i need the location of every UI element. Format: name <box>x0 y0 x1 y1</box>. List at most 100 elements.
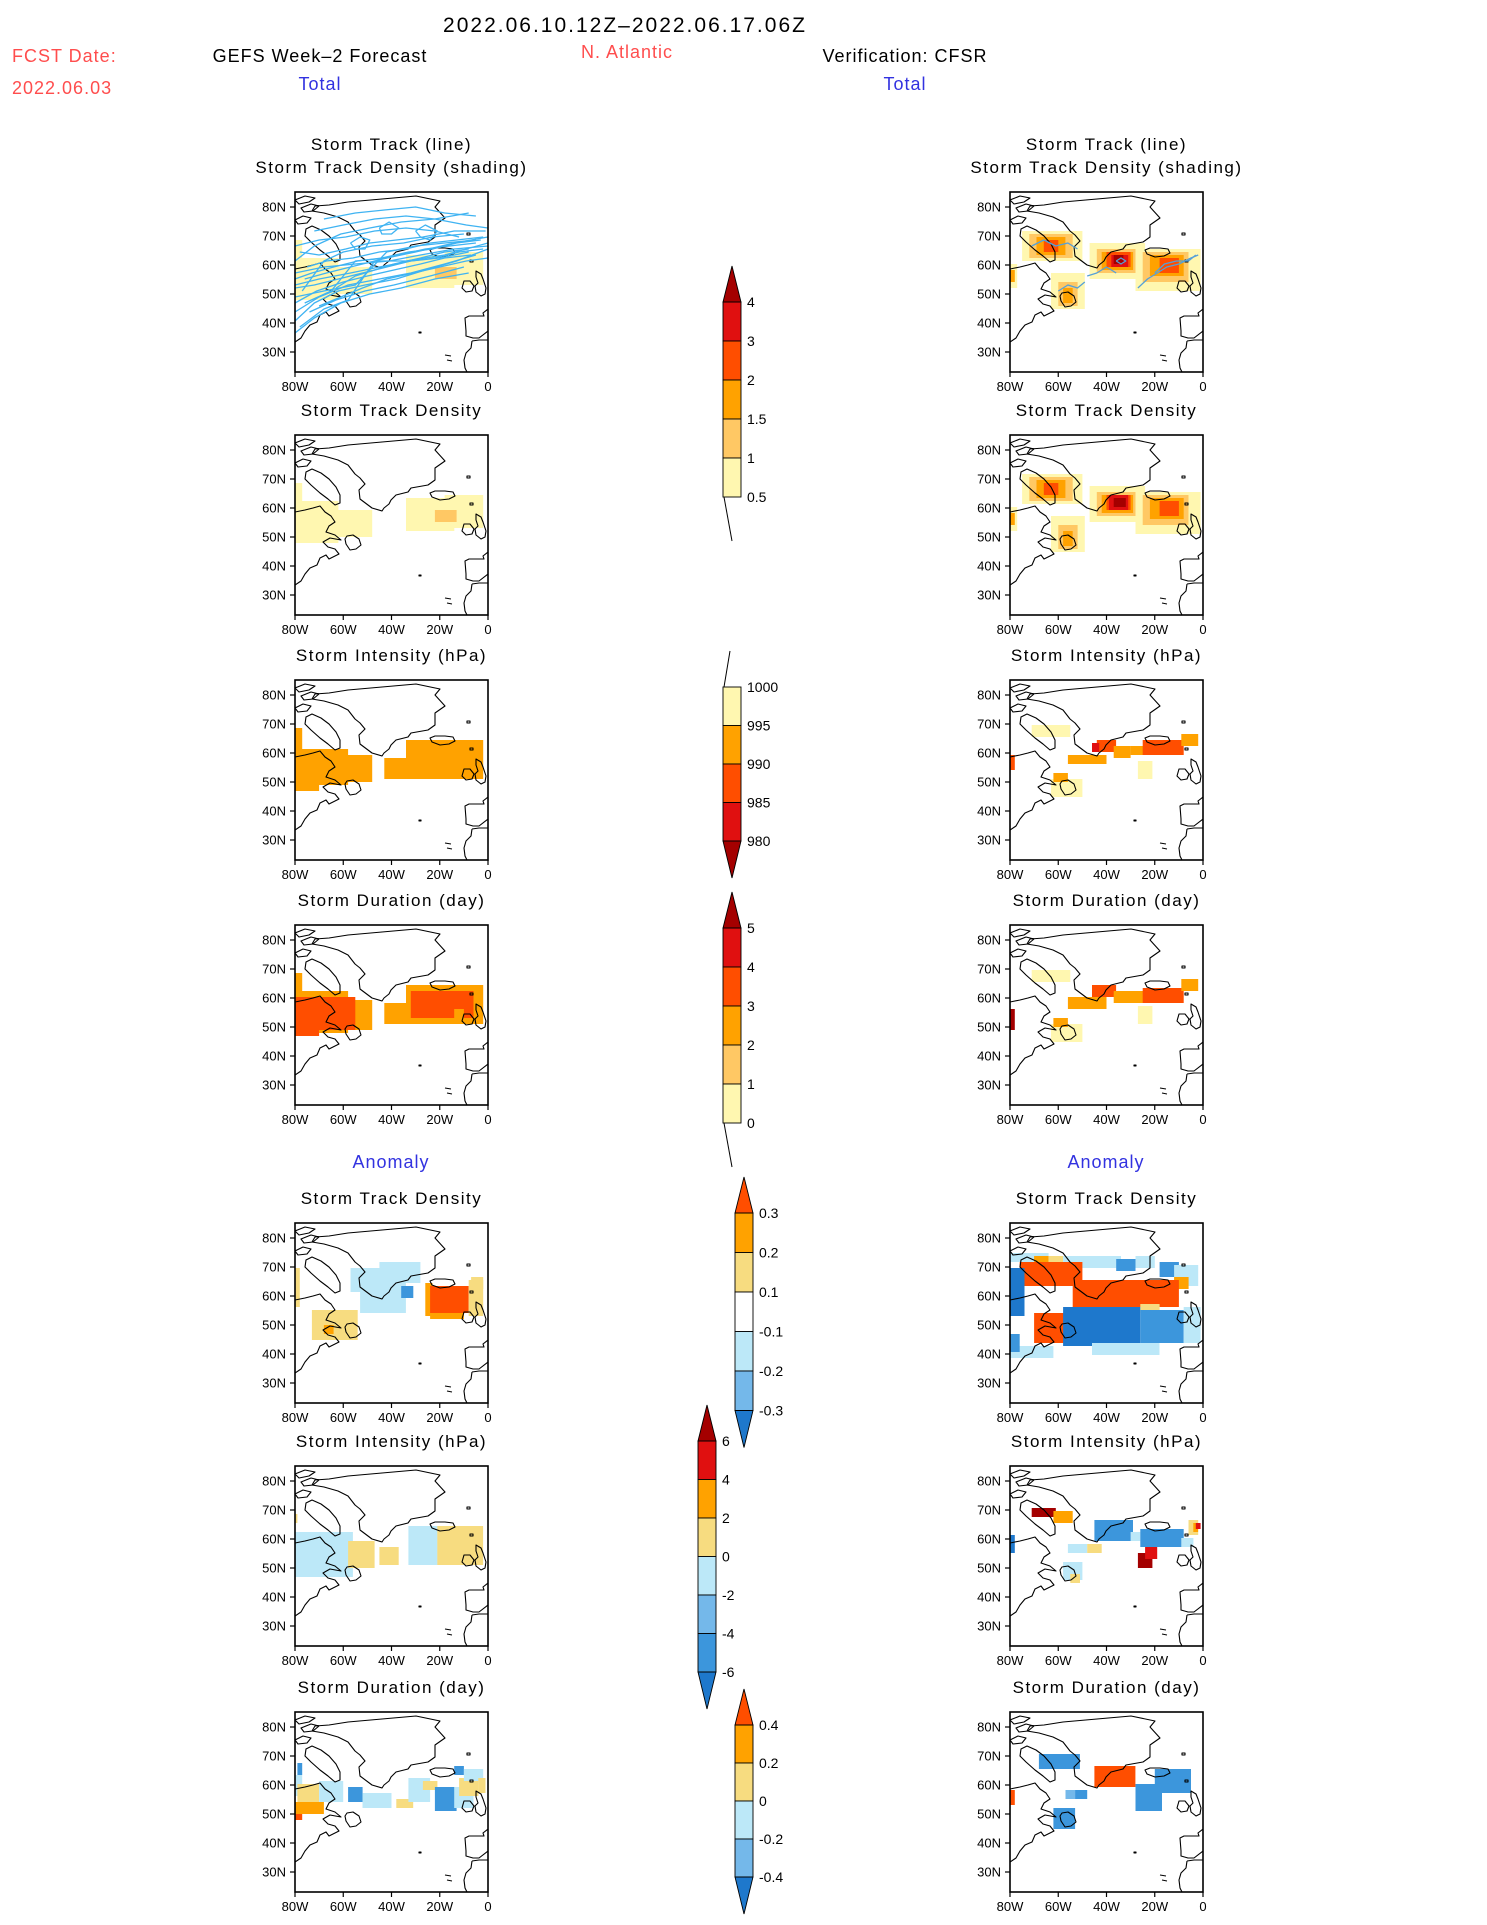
svg-text:40W: 40W <box>1093 1899 1120 1914</box>
svg-text:80W: 80W <box>997 1653 1024 1668</box>
colorbar-label-total-intensity-scale-980: 980 <box>747 833 771 849</box>
svg-text:60N: 60N <box>977 1532 1001 1547</box>
colorbar-total-duration-scale: 5 4 3 2 1 0 <box>722 891 755 1168</box>
svg-text:30N: 30N <box>262 345 286 360</box>
map-panel-gefs-density-anom: 80N 70N 60N 50N 40N 30N 80W 60W 40W 20W 0 <box>262 1222 492 1425</box>
lon-axis-cfsr-track: 80W 60W 40W 20W 0 <box>997 372 1207 394</box>
lat-axis-cfsr-density: 80N 70N 60N 50N 40N 30N <box>977 443 1010 603</box>
panel-title-cfsr-duration: Storm Duration (day) <box>1012 891 1201 910</box>
colorbar-label-anomaly-duration-scale-0: 0 <box>759 1793 767 1809</box>
map-panel-gefs-intensity: 80N 70N 60N 50N 40N 30N 80W 60W 40W 20W 0 <box>262 679 492 882</box>
shading-layer-gefs-density <box>295 483 484 543</box>
svg-text:60N: 60N <box>262 1289 286 1304</box>
svg-text:40N: 40N <box>262 559 286 574</box>
colorbar-label-total-duration-scale-5: 5 <box>747 920 755 936</box>
svg-text:30N: 30N <box>977 345 1001 360</box>
colorbar-label-anomaly-intensity-scale-4: 4 <box>722 1472 730 1488</box>
svg-text:50N: 50N <box>977 287 1001 302</box>
svg-text:50N: 50N <box>262 1020 286 1035</box>
colorbar-label-anomaly-density-scale--0.3: -0.3 <box>759 1403 783 1419</box>
svg-text:80N: 80N <box>262 1720 286 1735</box>
map-panel-gefs-duration: 80N 70N 60N 50N 40N 30N 80W 60W 40W 20W 0 <box>262 924 492 1127</box>
svg-text:40N: 40N <box>262 1049 286 1064</box>
svg-text:20W: 20W <box>1141 1112 1168 1127</box>
svg-text:70N: 70N <box>977 1260 1001 1275</box>
shading-layer-gefs-duration-anom <box>295 1763 486 1820</box>
svg-text:80W: 80W <box>997 622 1024 637</box>
svg-text:80N: 80N <box>262 688 286 703</box>
colorbar-label-total-duration-scale-3: 3 <box>747 998 755 1014</box>
svg-text:20W: 20W <box>1141 867 1168 882</box>
svg-text:70N: 70N <box>977 1503 1001 1518</box>
svg-text:60W: 60W <box>1045 1899 1072 1914</box>
svg-text:60W: 60W <box>330 622 357 637</box>
map-panel-cfsr-duration: 80N 70N 60N 50N 40N 30N 80W 60W 40W 20W 0 <box>977 924 1207 1127</box>
svg-text:0: 0 <box>484 1112 491 1127</box>
svg-text:80N: 80N <box>977 1474 1001 1489</box>
svg-text:40W: 40W <box>1093 379 1120 394</box>
svg-text:30N: 30N <box>977 1865 1001 1880</box>
right-total-label: Total <box>883 74 927 94</box>
colorbar-label-total-duration-scale-4: 4 <box>747 959 755 975</box>
svg-text:0: 0 <box>484 1899 491 1914</box>
svg-text:70N: 70N <box>977 472 1001 487</box>
map-panel-cfsr-intensity-anom: 80N 70N 60N 50N 40N 30N 80W 60W 40W 20W 0 <box>977 1465 1207 1668</box>
shading-layer-cfsr-density-anom <box>1010 1253 1201 1358</box>
svg-text:80N: 80N <box>977 1231 1001 1246</box>
svg-text:30N: 30N <box>977 1376 1001 1391</box>
svg-text:60W: 60W <box>330 1653 357 1668</box>
svg-text:60N: 60N <box>977 1289 1001 1304</box>
map-panel-gefs-track: 80N 70N 60N 50N 40N 30N 80W 60W 40W 20W 0 <box>262 191 492 394</box>
panel-title-gefs-track-line2: Storm Track Density (shading) <box>255 158 528 177</box>
colorbar-label-total-density-scale-1: 1 <box>747 450 755 466</box>
colorbar-label-anomaly-duration-scale-0.2: 0.2 <box>759 1755 779 1771</box>
map-frame-cfsr-intensity-anom <box>1009 1465 1204 1647</box>
right-anomaly-label: Anomaly <box>1067 1152 1145 1172</box>
left-column-header: GEFS Week–2 Forecast <box>212 46 428 66</box>
svg-text:0: 0 <box>1199 1410 1206 1425</box>
colorbar-label-total-density-scale-0.5: 0.5 <box>747 489 767 505</box>
svg-text:80N: 80N <box>262 933 286 948</box>
svg-text:50N: 50N <box>262 1318 286 1333</box>
panel-title-gefs-density: Storm Track Density <box>300 401 483 420</box>
region-label: N. Atlantic <box>580 42 674 62</box>
svg-text:0: 0 <box>484 379 491 394</box>
panel-title-cfsr-intensity-anom: Storm Intensity (hPa) <box>1010 1432 1203 1451</box>
right-column-header: Verification: CFSR <box>822 46 988 66</box>
svg-text:60W: 60W <box>1045 867 1072 882</box>
lon-axis-gefs-intensity: 80W 60W 40W 20W 0 <box>282 860 492 882</box>
svg-text:20W: 20W <box>426 867 453 882</box>
left-anomaly-label: Anomaly <box>352 1152 430 1172</box>
colorbar-label-anomaly-duration-scale--0.4: -0.4 <box>759 1869 783 1885</box>
svg-text:80W: 80W <box>997 1410 1024 1425</box>
lat-axis-gefs-duration-anom: 80N 70N 60N 50N 40N 30N <box>262 1720 295 1880</box>
lat-axis-cfsr-intensity-anom: 80N 70N 60N 50N 40N 30N <box>977 1474 1010 1634</box>
panel-title-cfsr-duration-anom: Storm Duration (day) <box>1012 1678 1201 1697</box>
svg-text:70N: 70N <box>262 962 286 977</box>
svg-text:80W: 80W <box>997 867 1024 882</box>
colorbar-label-total-intensity-scale-1000: 1000 <box>747 679 778 695</box>
colorbar-label-anomaly-density-scale--0.1: -0.1 <box>759 1324 783 1340</box>
svg-text:20W: 20W <box>426 622 453 637</box>
colorbar-label-anomaly-intensity-scale-2: 2 <box>722 1510 730 1526</box>
map-panel-cfsr-density: 80N 70N 60N 50N 40N 30N 80W 60W 40W 20W 0 <box>977 434 1207 637</box>
svg-text:60W: 60W <box>1045 1410 1072 1425</box>
svg-text:30N: 30N <box>977 1078 1001 1093</box>
shading-layer-gefs-intensity <box>295 728 484 791</box>
svg-text:0: 0 <box>484 1653 491 1668</box>
svg-text:50N: 50N <box>262 1807 286 1822</box>
left-total-label: Total <box>298 74 342 94</box>
lon-axis-gefs-density-anom: 80W 60W 40W 20W 0 <box>282 1403 492 1425</box>
svg-text:40N: 40N <box>262 316 286 331</box>
lon-axis-gefs-duration: 80W 60W 40W 20W 0 <box>282 1105 492 1127</box>
panel-title-cfsr-track-line2: Storm Track Density (shading) <box>970 158 1243 177</box>
lat-axis-gefs-intensity-anom: 80N 70N 60N 50N 40N 30N <box>262 1474 295 1634</box>
panel-title-gefs-intensity: Storm Intensity (hPa) <box>295 646 488 665</box>
coastline-cfsr-duration <box>1010 928 1203 1105</box>
svg-text:80N: 80N <box>977 1720 1001 1735</box>
svg-text:60W: 60W <box>330 379 357 394</box>
coastline-cfsr-intensity-anom <box>1010 1469 1203 1646</box>
colorbar-label-total-density-scale-1.5: 1.5 <box>747 411 767 427</box>
map-panel-cfsr-track: 80N 70N 60N 50N 40N 30N 80W 60W 40W 20W 0 <box>977 191 1207 394</box>
